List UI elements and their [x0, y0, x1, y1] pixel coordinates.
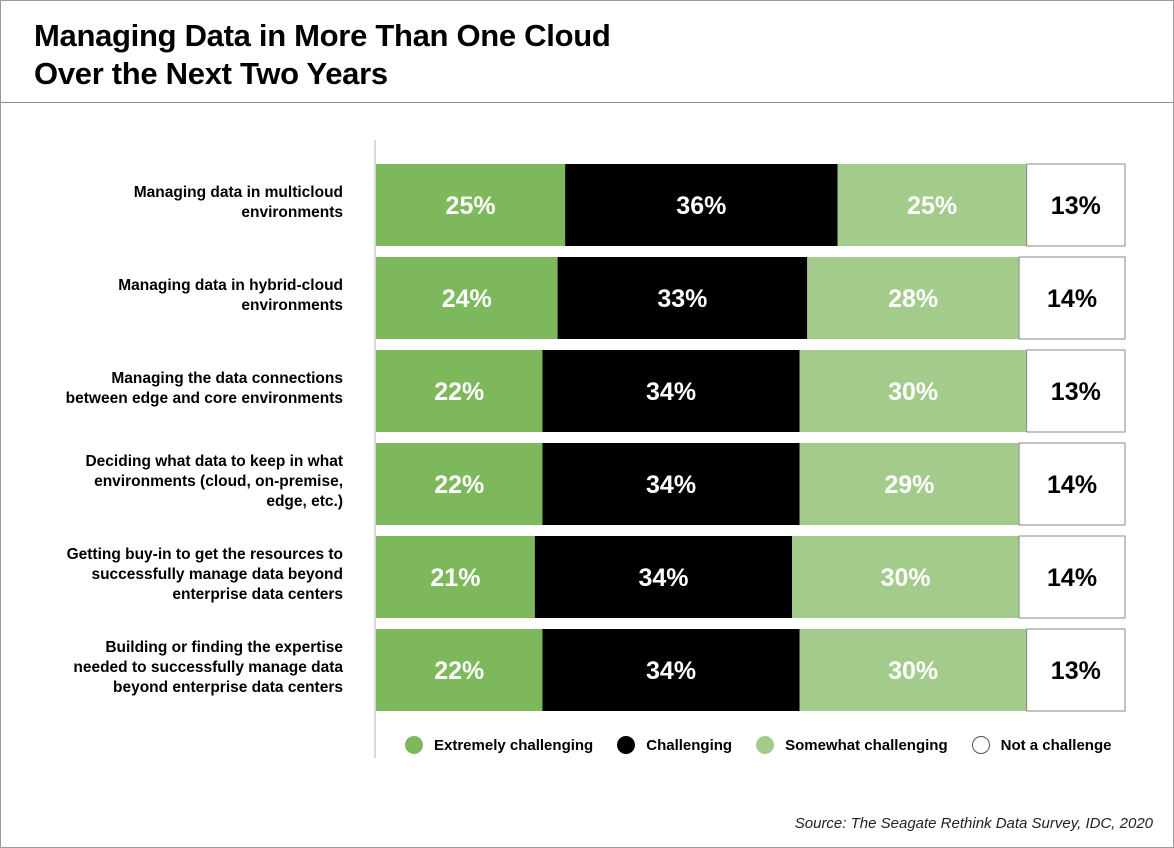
bar-segment-not-a-challenge-row-3: [1026, 349, 1126, 433]
data-label-challenging-row-3: 34%: [646, 378, 696, 406]
data-label-extremely-challenging-row-2: 24%: [442, 285, 492, 313]
source-note: Source: The Seagate Rethink Data Survey,…: [794, 815, 1153, 832]
data-label-not-a-challenge-row-1: 13%: [1051, 192, 1101, 220]
bar-segment-challenging-row-2: [557, 257, 808, 339]
bar-segment-challenging-row-1: [565, 164, 838, 246]
row-label-5: Getting buy-in to get the resources to s…: [66, 546, 343, 603]
bar-segment-not-a-challenge-row-5: [1018, 535, 1126, 619]
bar-segment-extremely-challenging-row-3: [376, 350, 543, 432]
data-label-challenging-row-6: 34%: [646, 657, 696, 685]
row-label-6: Building or finding the expertise needed…: [73, 639, 343, 696]
legend-swatch-somewhat-challenging: [756, 736, 775, 754]
bar-segment-not-a-challenge-row-2: [1018, 256, 1126, 340]
legend-item-not-a-challenge: Not a challenge: [971, 736, 1112, 754]
bar-segment-not-a-challenge-row-4: [1018, 442, 1126, 526]
data-label-challenging-row-4: 34%: [646, 471, 696, 499]
data-label-somewhat-challenging-row-5: 30%: [881, 564, 931, 592]
row-label-1: Managing data in multicloud environments: [133, 184, 343, 221]
legend-item-challenging: Challenging: [617, 736, 732, 754]
data-label-not-a-challenge-row-3: 13%: [1051, 378, 1101, 406]
data-label-challenging-row-5: 34%: [638, 564, 688, 592]
legend-swatch-extremely-challenging: [405, 736, 423, 754]
chart-legend: Extremely challenging Challenging Somewh…: [405, 734, 1135, 756]
data-label-somewhat-challenging-row-2: 28%: [888, 285, 938, 313]
bar-segment-challenging-row-5: [534, 536, 793, 618]
legend-label-challenging: Challenging: [646, 736, 733, 754]
bar-segment-challenging-row-3: [542, 350, 800, 432]
row-label-3: Managing the data connections between ed…: [65, 370, 343, 407]
data-label-somewhat-challenging-row-3: 30%: [888, 378, 938, 406]
data-label-challenging-row-1: 36%: [676, 192, 726, 220]
data-label-extremely-challenging-row-3: 22%: [434, 378, 484, 406]
data-label-not-a-challenge-row-5: 14%: [1047, 564, 1097, 592]
data-label-somewhat-challenging-row-4: 29%: [884, 471, 934, 499]
data-label-not-a-challenge-row-6: 13%: [1051, 657, 1101, 685]
data-label-extremely-challenging-row-1: 25%: [446, 192, 496, 220]
legend-label-not-a-challenge: Not a challenge: [1000, 736, 1112, 754]
data-label-extremely-challenging-row-5: 21%: [430, 564, 480, 592]
bar-segment-somewhat-challenging-row-6: [799, 629, 1027, 711]
bar-segment-somewhat-challenging-row-4: [799, 443, 1020, 525]
bar-segment-challenging-row-4: [542, 443, 800, 525]
data-label-extremely-challenging-row-6: 22%: [434, 657, 484, 685]
data-label-somewhat-challenging-row-1: 25%: [907, 192, 957, 220]
legend-label-extremely-challenging: Extremely challenging: [434, 736, 594, 754]
legend-item-extremely-challenging: Extremely challenging: [405, 736, 593, 754]
chart-title: Managing Data in More Than One Cloud Ove…: [34, 17, 611, 93]
chart-title-line-1: Managing Data in More Than One Cloud: [34, 18, 611, 53]
row-label-4: Deciding what data to keep in what envir…: [85, 453, 343, 510]
row-label-2: Managing data in hybrid-cloud environmen…: [118, 277, 343, 314]
bar-segment-somewhat-challenging-row-1: [837, 164, 1027, 246]
legend-swatch-not-a-challenge: [971, 736, 990, 754]
legend-item-somewhat-challenging: Somewhat challenging: [756, 736, 948, 754]
legend-label-somewhat-challenging: Somewhat challenging: [785, 736, 948, 754]
bar-segment-somewhat-challenging-row-5: [792, 536, 1020, 618]
bar-segment-extremely-challenging-row-6: [376, 629, 543, 711]
bar-segment-challenging-row-6: [542, 629, 800, 711]
bar-segment-extremely-challenging-row-2: [376, 257, 558, 339]
bar-segment-extremely-challenging-row-4: [376, 443, 543, 525]
bar-segment-extremely-challenging-row-1: [376, 164, 566, 246]
data-label-challenging-row-2: 33%: [657, 285, 707, 313]
chart-title-line-2: Over the Next Two Years: [34, 56, 388, 91]
bar-segment-extremely-challenging-row-5: [376, 536, 535, 618]
data-label-extremely-challenging-row-4: 22%: [434, 471, 484, 499]
bar-segment-somewhat-challenging-row-2: [807, 257, 1020, 339]
bar-segment-not-a-challenge-row-1: [1026, 163, 1126, 247]
data-label-not-a-challenge-row-4: 14%: [1047, 471, 1097, 499]
chart-header: Managing Data in More Than One Cloud Ove…: [1, 1, 1173, 103]
bar-segment-not-a-challenge-row-6: [1026, 628, 1126, 712]
data-label-somewhat-challenging-row-6: 30%: [888, 657, 938, 685]
data-label-not-a-challenge-row-2: 14%: [1047, 285, 1097, 313]
bar-segment-somewhat-challenging-row-3: [799, 350, 1027, 432]
legend-swatch-challenging: [617, 736, 636, 754]
